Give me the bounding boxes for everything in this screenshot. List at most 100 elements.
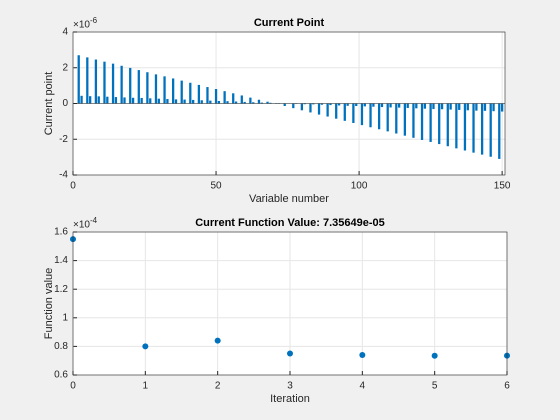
y-multiplier-exponent: -4 — [90, 216, 98, 225]
x-tick-label: 100 — [351, 181, 368, 192]
y-tick-label: 1.2 — [54, 284, 68, 295]
bar — [192, 99, 195, 104]
bar — [252, 102, 255, 104]
bar — [415, 103, 418, 109]
bar — [234, 101, 238, 104]
x-tick-label: 6 — [504, 381, 510, 392]
x-tick-label: 2 — [215, 381, 221, 392]
bar — [232, 93, 235, 104]
y-tick-label: 1.4 — [54, 255, 68, 266]
bar — [146, 72, 149, 104]
bar — [120, 65, 123, 104]
bar — [94, 59, 98, 104]
bar — [106, 96, 109, 104]
bar — [249, 97, 252, 104]
bar — [466, 103, 469, 111]
bar — [137, 70, 140, 104]
bar — [292, 103, 295, 109]
bar — [266, 101, 269, 104]
bar — [480, 103, 484, 155]
bar — [317, 103, 321, 115]
x-tick-label: 150 — [494, 181, 511, 192]
bar — [363, 103, 366, 107]
bar — [455, 103, 458, 149]
bar — [312, 103, 315, 105]
bar — [303, 103, 306, 105]
bar — [89, 96, 92, 104]
bar — [420, 103, 424, 140]
bar — [500, 103, 504, 112]
axes-box — [72, 231, 508, 376]
bar — [123, 97, 126, 104]
point — [359, 351, 366, 358]
bar — [412, 103, 415, 138]
bar — [183, 99, 186, 104]
bar — [446, 103, 449, 147]
bar — [189, 82, 192, 104]
bar — [489, 103, 492, 157]
x-tick-label: 4 — [360, 381, 366, 392]
chart-title: Current Point — [254, 17, 325, 29]
bar — [163, 76, 166, 104]
bar — [206, 87, 209, 104]
bar — [372, 103, 375, 107]
x-tick-label: 5 — [432, 381, 438, 392]
bar — [355, 103, 358, 107]
point — [142, 343, 149, 350]
x-axis-label: Variable number — [249, 193, 329, 205]
bar — [403, 103, 407, 136]
y-tick-label: -4 — [59, 170, 68, 181]
y-tick-label: 2 — [62, 62, 68, 73]
bar — [360, 103, 364, 126]
bar — [472, 103, 475, 153]
bar — [114, 97, 118, 104]
bar — [343, 103, 346, 121]
bar — [140, 97, 143, 104]
bar — [337, 103, 341, 106]
point — [431, 352, 438, 359]
bar — [440, 103, 444, 110]
y-multiplier: ×10 — [73, 20, 90, 31]
bar — [257, 99, 261, 104]
bar — [398, 103, 401, 108]
y-tick-label: 0 — [62, 98, 68, 109]
x-tick-label: 0 — [70, 381, 76, 392]
y-tick-label: 1.6 — [54, 227, 68, 238]
y-axis-label: Current point — [43, 72, 55, 136]
bar — [326, 103, 329, 117]
y-tick-label: 0.8 — [54, 341, 68, 352]
bar — [197, 84, 201, 104]
bar — [498, 103, 501, 159]
bar — [180, 80, 183, 104]
x-axis-label: Iteration — [270, 393, 310, 405]
y-tick-label: -2 — [59, 134, 68, 145]
bar — [200, 100, 203, 104]
axes-box — [72, 31, 506, 176]
bar — [380, 103, 384, 108]
point — [287, 350, 293, 357]
bar — [283, 103, 286, 107]
bar — [463, 103, 467, 151]
bar — [240, 95, 243, 104]
bar — [377, 103, 381, 130]
bar — [429, 103, 432, 142]
bar — [438, 103, 441, 145]
bar — [86, 57, 89, 104]
y-axis-label: Function value — [43, 268, 55, 340]
y-tick-label: 4 — [62, 27, 68, 38]
bar — [309, 103, 312, 113]
bar — [369, 103, 372, 128]
chart-title: Current Function Value: 7.35649e-05 — [195, 217, 385, 229]
x-tick-label: 1 — [143, 381, 149, 392]
y-tick-label: 1 — [62, 312, 68, 323]
bar — [214, 89, 218, 104]
bar — [406, 103, 409, 108]
bar — [300, 103, 304, 111]
x-tick-label: 0 — [70, 181, 76, 192]
y-tick-label: 0.6 — [54, 370, 68, 381]
bar — [335, 103, 338, 119]
bar — [171, 78, 175, 104]
bar — [352, 103, 355, 123]
